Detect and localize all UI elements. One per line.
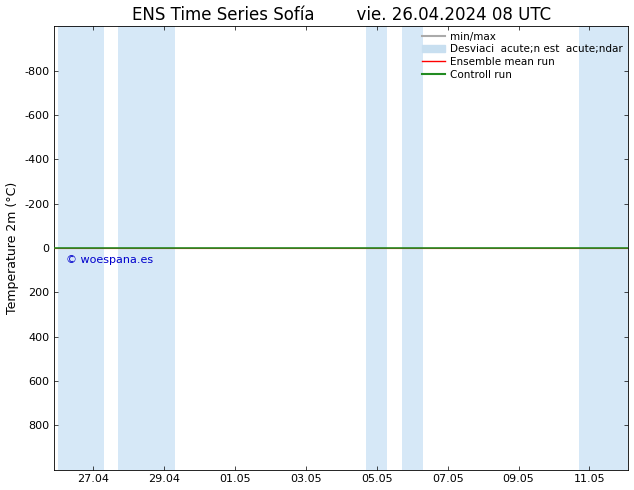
Bar: [401, 26, 423, 469]
Bar: [118, 26, 174, 469]
Y-axis label: Temperature 2m (°C): Temperature 2m (°C): [6, 182, 18, 314]
Title: ENS Time Series Sofía        vie. 26.04.2024 08 UTC: ENS Time Series Sofía vie. 26.04.2024 08…: [132, 5, 551, 24]
Text: © woespana.es: © woespana.es: [65, 255, 153, 265]
Bar: [366, 26, 387, 469]
Bar: [579, 26, 628, 469]
Legend: min/max, Desviaci  acute;n est  acute;ndar, Ensemble mean run, Controll run: min/max, Desviaci acute;n est acute;ndar…: [420, 29, 625, 82]
Bar: [58, 26, 104, 469]
